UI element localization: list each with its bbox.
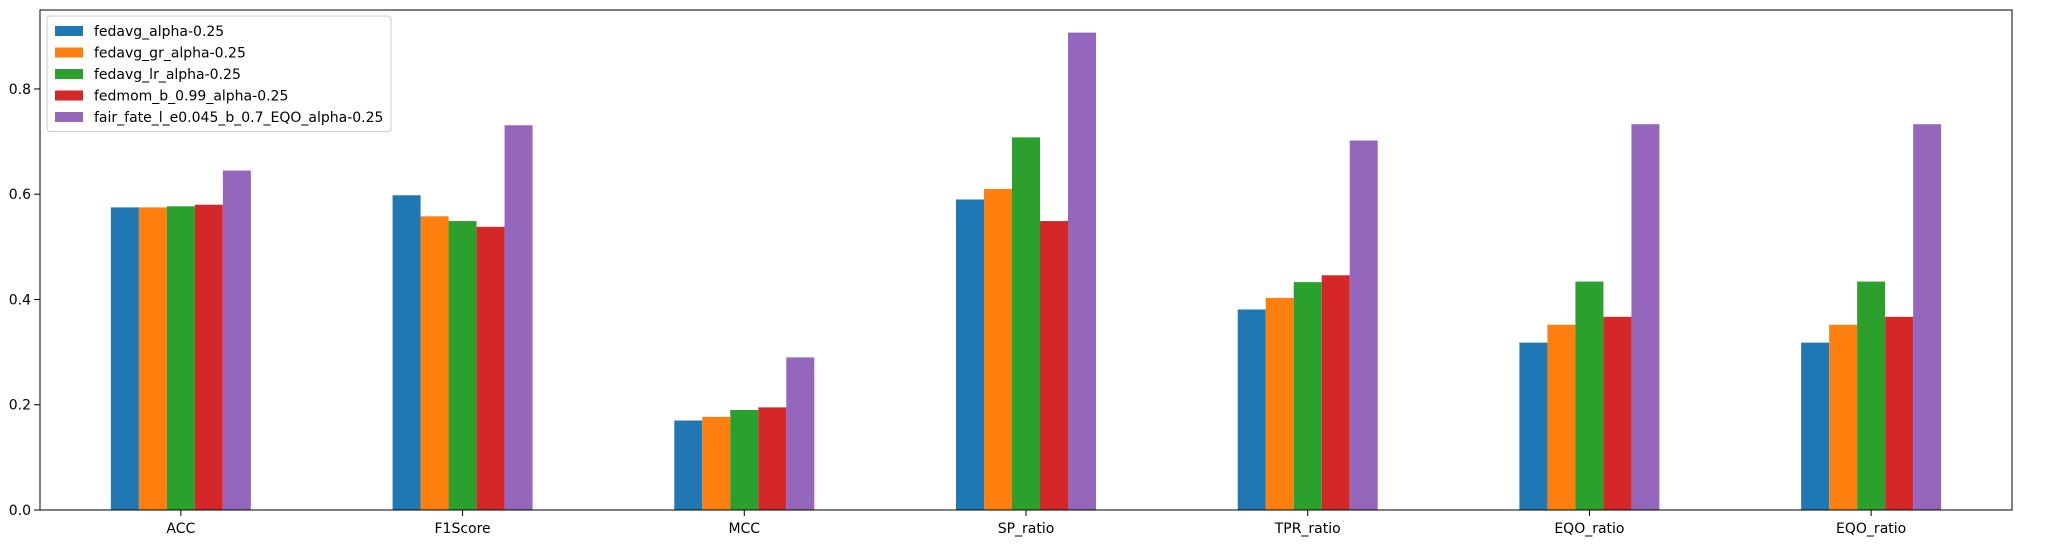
bar-f1score-series-3 — [476, 226, 505, 510]
legend: fedavg_alpha-0.25 fedavg_gr_alpha-0.25fed… — [46, 15, 392, 132]
x-tick-label: EQO_ratio — [1554, 521, 1624, 537]
bar-sp-ratio-series-4 — [1068, 32, 1096, 510]
bar-f1score-series-0 — [392, 195, 421, 510]
y-axis: 0.0 0.2 0.4 0.6 0.8 — [9, 82, 40, 519]
x-tick-label: F1Score — [434, 521, 490, 537]
bar-eqo-ratio-series-2 — [1575, 281, 1604, 510]
bar-mcc-series-1 — [702, 416, 731, 510]
legend-label: fedavg_gr_alpha-0.25 — [94, 46, 246, 62]
bar-acc-series-2 — [166, 206, 195, 510]
bar-mcc-series-3 — [758, 407, 787, 510]
bar-mcc-series-4 — [786, 357, 815, 510]
bar-eqo-ratio-series-4 — [1631, 124, 1660, 511]
bar-tpr-ratio-series-4 — [1349, 140, 1378, 511]
bar-sp-ratio-series-2 — [1012, 137, 1040, 511]
bar-f1score-series-4 — [504, 125, 533, 511]
bar-eqo-ratio-series-0 — [1801, 342, 1830, 510]
bar-eqo-ratio-series-1 — [1547, 324, 1576, 510]
bar-eqo-ratio-series-0 — [1519, 342, 1548, 510]
y-tick-label: 0.6 — [9, 187, 31, 203]
bar-f1score-series-2 — [448, 221, 477, 511]
legend-label: fedavg_lr_alpha-0.25 — [94, 67, 241, 83]
y-tick-label: 0.4 — [9, 292, 31, 308]
bar-tpr-ratio-series-1 — [1265, 297, 1294, 510]
x-axis: ACC F1Score MCC SP_ratio TPR_ratio EQO_ratio E… — [166, 510, 1906, 537]
x-tick-label: ACC — [166, 521, 195, 537]
bar-sp-ratio-series-1 — [984, 188, 1012, 510]
bar-sp-ratio-series-0 — [956, 199, 984, 510]
bar-tpr-ratio-series-2 — [1293, 282, 1322, 510]
x-tick-label: TPR_ratio — [1274, 521, 1341, 537]
bar-mcc-series-0 — [674, 420, 703, 510]
bar-eqo-ratio-series-4 — [1913, 124, 1942, 511]
bar-eqo-ratio-series-2 — [1857, 281, 1886, 510]
legend-label: fair_fate_l_e0.045_b_0.7_EQO_alpha-0.25 — [94, 110, 383, 126]
legend-swatch — [55, 112, 83, 122]
bar-f1score-series-1 — [420, 216, 449, 510]
bar-acc-series-0 — [110, 207, 139, 511]
legend-swatch — [55, 90, 83, 101]
y-tick-label: 0.8 — [9, 82, 31, 98]
y-tick-label: 0.2 — [9, 398, 31, 414]
x-tick-label: SP_ratio — [998, 521, 1055, 537]
legend-swatch — [55, 69, 83, 79]
x-tick-label: MCC — [728, 521, 760, 537]
bar-eqo-ratio-series-3 — [1603, 316, 1632, 510]
x-tick-label: EQO_ratio — [1836, 521, 1906, 537]
y-tick-label: 0.0 — [9, 503, 31, 519]
bar-mcc-series-2 — [730, 410, 759, 510]
bar-tpr-ratio-series-0 — [1237, 309, 1266, 510]
bar-tpr-ratio-series-3 — [1321, 275, 1350, 510]
bar-eqo-ratio-series-1 — [1829, 324, 1858, 510]
bar-acc-series-3 — [194, 204, 223, 510]
bar-sp-ratio-series-3 — [1040, 221, 1068, 511]
legend-label: fedmom_b_0.99_alpha-0.25 — [94, 89, 288, 105]
legend-swatch — [55, 47, 83, 58]
bar-eqo-ratio-series-3 — [1885, 316, 1914, 510]
legend-box — [46, 15, 392, 132]
bar-acc-series-4 — [222, 170, 251, 511]
bar-acc-series-1 — [138, 207, 167, 511]
bars-layer — [110, 32, 1942, 511]
legend-swatch — [55, 26, 83, 36]
legend-label: fedavg_alpha-0.25 — [94, 24, 224, 40]
